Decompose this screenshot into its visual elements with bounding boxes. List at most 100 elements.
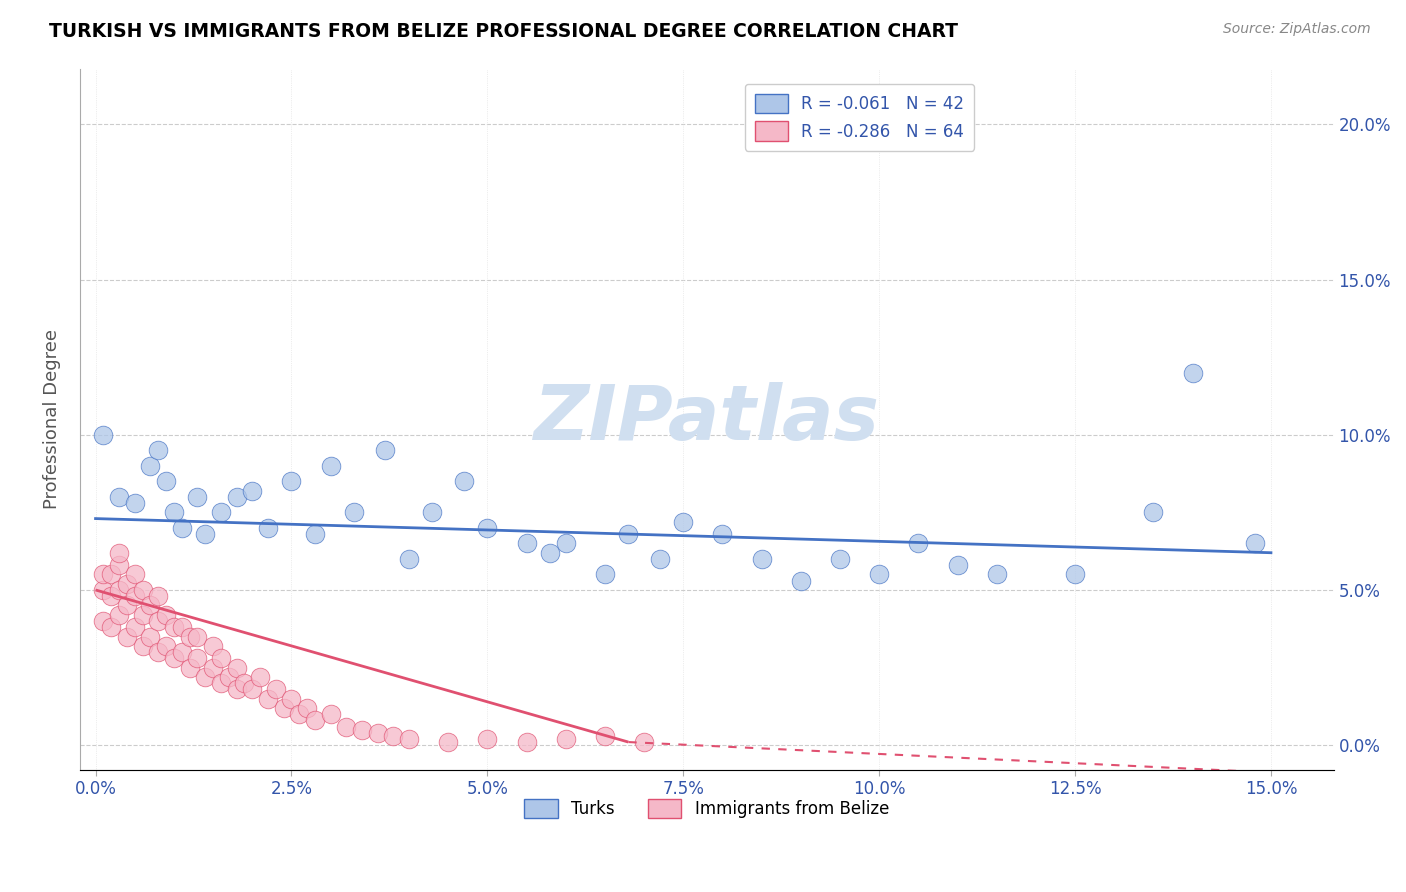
Point <box>280 691 302 706</box>
Point <box>374 443 396 458</box>
Point <box>108 546 131 560</box>
Point <box>163 651 186 665</box>
Point <box>170 620 193 634</box>
Point <box>280 475 302 489</box>
Point <box>1142 505 1164 519</box>
Point <box>554 536 576 550</box>
Point <box>295 701 318 715</box>
Point <box>179 660 201 674</box>
Point <box>398 731 420 746</box>
Point <box>1244 536 1267 550</box>
Point <box>304 714 326 728</box>
Point <box>163 620 186 634</box>
Point <box>617 527 640 541</box>
Point <box>273 701 295 715</box>
Point <box>115 630 138 644</box>
Point <box>170 645 193 659</box>
Point <box>225 660 247 674</box>
Point <box>108 558 131 573</box>
Point <box>515 536 537 550</box>
Point <box>100 589 122 603</box>
Point <box>249 670 271 684</box>
Point <box>194 670 217 684</box>
Point <box>148 614 170 628</box>
Point <box>179 630 201 644</box>
Point <box>264 682 287 697</box>
Text: TURKISH VS IMMIGRANTS FROM BELIZE PROFESSIONAL DEGREE CORRELATION CHART: TURKISH VS IMMIGRANTS FROM BELIZE PROFES… <box>49 22 959 41</box>
Point <box>93 427 115 442</box>
Point <box>186 651 208 665</box>
Point <box>202 660 225 674</box>
Legend: Turks, Immigrants from Belize: Turks, Immigrants from Belize <box>517 792 896 825</box>
Point <box>1181 366 1204 380</box>
Point <box>335 720 357 734</box>
Point <box>828 552 851 566</box>
Point <box>93 582 115 597</box>
Point <box>124 567 146 582</box>
Point <box>398 552 420 566</box>
Point <box>186 630 208 644</box>
Point <box>868 567 890 582</box>
Point <box>538 546 561 560</box>
Point <box>148 645 170 659</box>
Point <box>202 639 225 653</box>
Point <box>115 576 138 591</box>
Point <box>218 670 240 684</box>
Point <box>124 496 146 510</box>
Point <box>131 607 153 622</box>
Point <box>108 607 131 622</box>
Point <box>343 505 366 519</box>
Point <box>155 607 177 622</box>
Point <box>170 521 193 535</box>
Point <box>751 552 773 566</box>
Point <box>515 735 537 749</box>
Point <box>240 483 263 498</box>
Point <box>115 599 138 613</box>
Point <box>672 515 695 529</box>
Point <box>124 620 146 634</box>
Point <box>453 475 475 489</box>
Point <box>288 707 311 722</box>
Point <box>946 558 969 573</box>
Point <box>108 490 131 504</box>
Point <box>93 614 115 628</box>
Point <box>437 735 460 749</box>
Point <box>225 490 247 504</box>
Point <box>593 567 616 582</box>
Point <box>209 651 232 665</box>
Point <box>477 731 499 746</box>
Point <box>139 630 162 644</box>
Point <box>422 505 444 519</box>
Point <box>350 723 373 737</box>
Point <box>304 527 326 541</box>
Point <box>633 735 655 749</box>
Point <box>790 574 813 588</box>
Point <box>108 582 131 597</box>
Point <box>257 691 280 706</box>
Point <box>367 725 389 739</box>
Point <box>93 567 115 582</box>
Point <box>209 505 232 519</box>
Point <box>148 589 170 603</box>
Point <box>100 620 122 634</box>
Point <box>209 676 232 690</box>
Point <box>240 682 263 697</box>
Text: ZIPatlas: ZIPatlas <box>534 383 880 457</box>
Point <box>233 676 256 690</box>
Point <box>131 639 153 653</box>
Point <box>907 536 929 550</box>
Point <box>100 567 122 582</box>
Point <box>225 682 247 697</box>
Point <box>194 527 217 541</box>
Point <box>1064 567 1087 582</box>
Point <box>139 458 162 473</box>
Point <box>155 639 177 653</box>
Point <box>986 567 1008 582</box>
Text: Source: ZipAtlas.com: Source: ZipAtlas.com <box>1223 22 1371 37</box>
Point <box>163 505 186 519</box>
Point <box>131 582 153 597</box>
Point <box>477 521 499 535</box>
Point <box>155 475 177 489</box>
Point <box>124 589 146 603</box>
Point <box>139 599 162 613</box>
